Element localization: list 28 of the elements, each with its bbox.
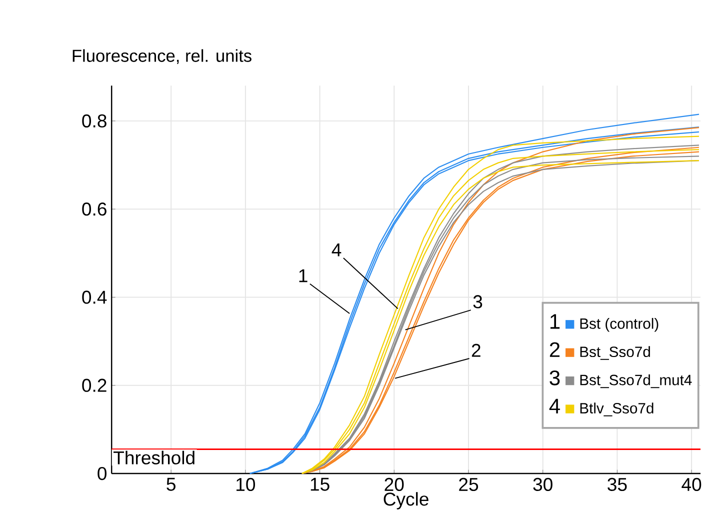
y-tick-label: 0.4 [82,290,107,304]
x-tick-label: 40 [682,478,702,492]
ref-line-label: Threshold [114,450,194,465]
y-tick-label: 0.2 [82,379,106,392]
text: 4 [549,399,560,414]
y-tick-label: 0 [98,467,106,480]
y-axis-title: Fluorescence, rel. units [72,49,252,64]
x-tick-label: 30 [533,478,552,492]
legend-label: Bst (control) [580,318,658,332]
x-tick-label: 10 [236,478,256,492]
x-tick-label: 15 [310,478,330,492]
legend-label: Btlv_Sso7d [580,402,654,417]
y-tick-label: 0.6 [82,202,106,216]
x-tick-label: 25 [459,478,478,492]
legend-label: Bst_Sso7d_mut4 [580,374,692,388]
x-axis-title: Cycle [384,492,428,510]
legend-label: Bst_Sso7d [580,346,650,360]
x-tick-label: 35 [608,478,627,492]
text: 1 [550,314,560,329]
text: 3 [550,370,560,386]
annotation: 2 [472,344,480,358]
x-tick-label: 5 [166,478,176,492]
y-tick-label: 0.8 [82,114,106,128]
annotation: 1 [299,270,308,282]
annotation: 4 [332,244,342,256]
annotation: 3 [473,295,482,309]
text: 2 [550,342,560,358]
x-tick-label: 20 [384,478,404,492]
